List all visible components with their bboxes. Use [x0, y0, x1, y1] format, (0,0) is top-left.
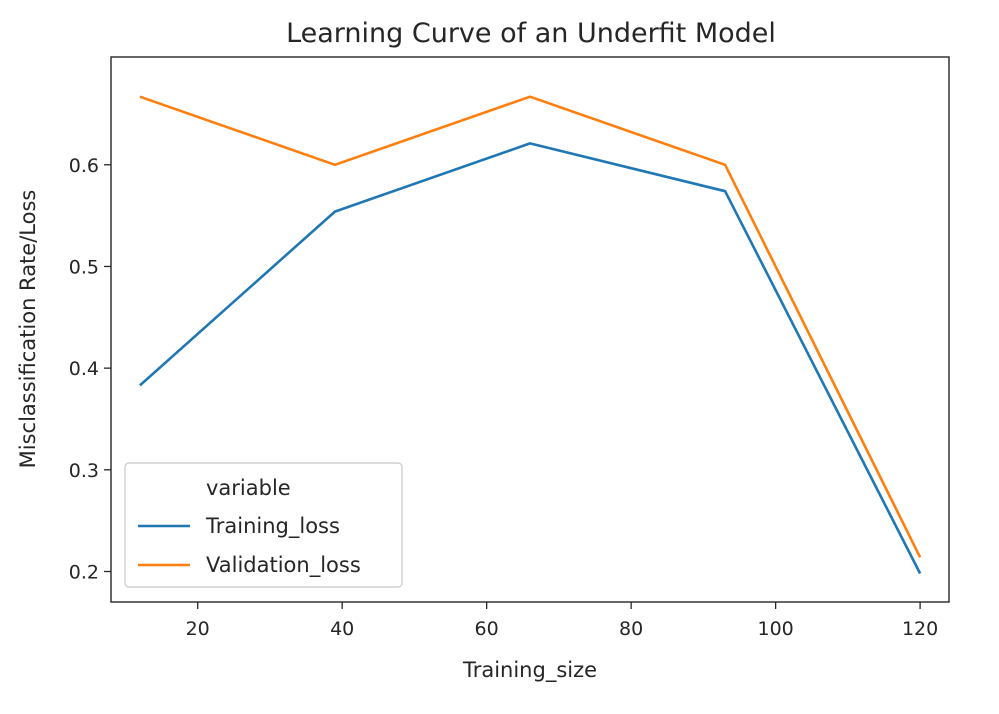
x-tick-label: 40 — [330, 618, 354, 640]
series-layer — [139, 95, 922, 575]
y-tick-label: 0.4 — [69, 358, 99, 380]
legend-label-training-loss: Training_loss — [205, 514, 340, 539]
x-axis-title: Training_size — [462, 658, 597, 683]
x-tick-label: 20 — [186, 618, 210, 640]
legend: variable Training_loss Validation_loss — [124, 462, 403, 588]
legend-title: variable — [206, 476, 291, 500]
chart-title: Learning Curve of an Underfit Model — [286, 18, 776, 49]
y-axis: 0.2 0.3 0.4 0.5 0.6 — [69, 155, 111, 583]
x-tick-label: 80 — [619, 618, 643, 640]
x-tick-label: 100 — [757, 618, 793, 640]
legend-box — [124, 462, 403, 588]
legend-label-validation-loss: Validation_loss — [206, 553, 361, 578]
series-line-validation-loss — [139, 95, 922, 558]
series-line-training-loss — [139, 142, 922, 575]
x-tick-label: 60 — [475, 618, 499, 640]
y-tick-label: 0.6 — [69, 155, 99, 177]
y-tick-label: 0.5 — [69, 256, 99, 278]
plot-frame — [110, 56, 950, 603]
x-axis: 20 40 60 80 100 120 — [186, 602, 938, 640]
x-tick-label: 120 — [902, 618, 938, 640]
y-tick-label: 0.2 — [69, 561, 99, 583]
y-axis-title: Misclassification Rate/Loss — [16, 190, 40, 469]
y-tick-label: 0.3 — [69, 460, 99, 482]
